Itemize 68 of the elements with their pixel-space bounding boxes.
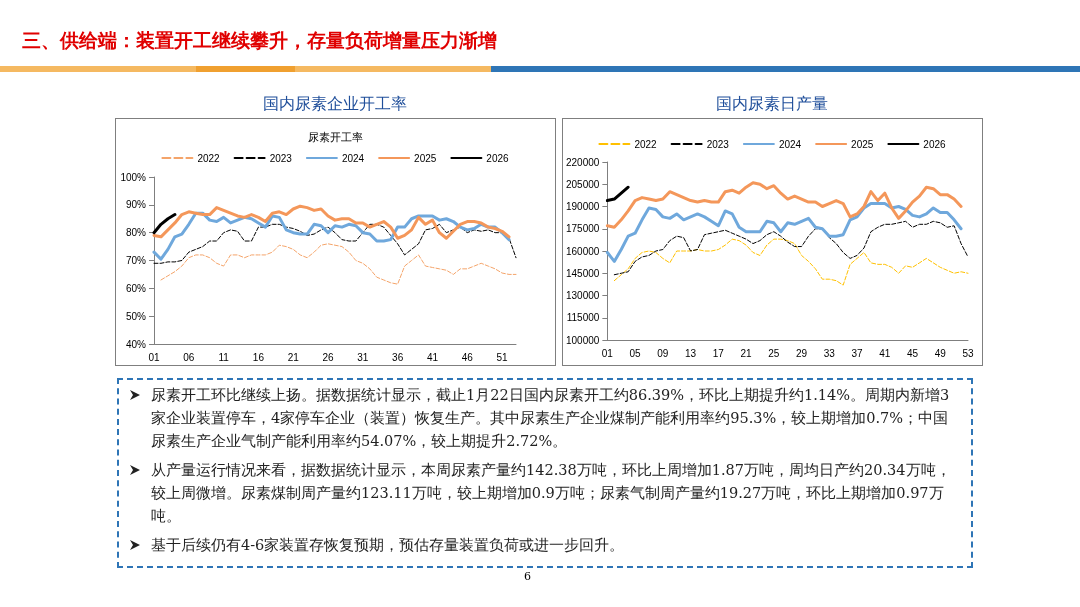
text: 从产量运行情况来看，据数据统计显示，本周尿素产量约142.38万吨，环比上周增加1.87万吨，周均日产约20.34万吨，较上周微增。尿素煤制周产量约123.11万吨，较上期增加0.9万吨；尿素气制周产量约19.27万吨，环比上期增加0.97万吨。 bbox=[150, 461, 952, 526]
y-tick-label: 130000 bbox=[565, 290, 600, 301]
x-tick-label: 09 bbox=[657, 347, 669, 359]
y-tick-label: 100000 bbox=[565, 334, 600, 346]
line-series bbox=[605, 185, 630, 203]
line-series bbox=[160, 243, 517, 285]
y-tick-label: 40% bbox=[125, 338, 147, 350]
x-tick-label: 25 bbox=[768, 347, 780, 359]
x-tick-label: 13 bbox=[685, 347, 697, 359]
x-tick-label: 49 bbox=[934, 347, 947, 359]
x-tick-label: 41 bbox=[426, 351, 439, 363]
y-tick-label: 100% bbox=[120, 171, 147, 183]
line-series bbox=[152, 213, 177, 235]
text: 三、供给端：装置开工继续攀升，存量负荷增量压力渐增 bbox=[22, 28, 497, 53]
x-tick-label: 16 bbox=[252, 351, 265, 363]
line-series bbox=[605, 181, 963, 229]
y-tick-label: 80% bbox=[125, 227, 147, 239]
legend-label: 2024 bbox=[341, 152, 365, 164]
x-tick-label: 17 bbox=[712, 347, 725, 359]
x-tick-label: 36 bbox=[392, 351, 404, 363]
text: 基于后续仍有4-6家装置存恢复预期，预估存量装置负荷或进一步回升。 bbox=[150, 536, 626, 555]
legend-label: 2026 bbox=[923, 138, 947, 150]
legend-label: 2024 bbox=[778, 138, 802, 150]
legend-label: 2025 bbox=[851, 138, 874, 150]
chart-title: 国内尿素日产量 bbox=[716, 93, 828, 113]
x-tick-label: 33 bbox=[823, 347, 836, 359]
y-tick-label: 205000 bbox=[565, 178, 600, 190]
x-tick-label: 45 bbox=[906, 347, 919, 359]
line-series bbox=[605, 202, 963, 263]
x-tick-label: 41 bbox=[879, 347, 891, 359]
line-series bbox=[152, 204, 511, 240]
x-tick-label: 01 bbox=[601, 347, 614, 359]
legend-label: 2022 bbox=[197, 152, 221, 164]
y-tick-label: 145000 bbox=[565, 267, 600, 279]
x-tick-label: 06 bbox=[183, 351, 195, 363]
y-tick-label: 70% bbox=[125, 255, 147, 266]
x-tick-label: 26 bbox=[322, 351, 335, 363]
legend-label: 2023 bbox=[706, 138, 730, 150]
x-tick-label: 53 bbox=[962, 347, 974, 359]
line-series bbox=[153, 223, 517, 264]
y-tick-label: 60% bbox=[125, 282, 147, 294]
x-tick-label: 46 bbox=[461, 351, 474, 363]
text: 尿素开工环比继续上扬。据数据统计显示，截止1月22日国内尿素开工约86.39%，环比上期提升约1.14%。周期内新增3家企业装置停车，4家停车企业（装置）恢复生产。其中尿素生产企业煤制产能利用率约95.3%，较上期增加0.7%；中国尿素生产企业气制产能利用率约54.07%，较上期提升2.72%。 bbox=[150, 386, 951, 451]
x-tick-label: 21 bbox=[740, 347, 753, 359]
y-tick-label: 160000 bbox=[565, 245, 600, 257]
chart-subtitle: 尿素开工率 bbox=[307, 130, 363, 143]
x-tick-label: 37 bbox=[851, 347, 864, 359]
x-tick-label: 21 bbox=[287, 351, 300, 363]
line-series bbox=[613, 238, 969, 286]
text: 6 bbox=[524, 570, 531, 583]
line-series bbox=[613, 220, 969, 276]
x-tick-label: 29 bbox=[795, 347, 808, 359]
legend-label: 2026 bbox=[486, 152, 510, 164]
y-tick-label: 50% bbox=[125, 310, 147, 322]
y-tick-label: 115000 bbox=[566, 312, 600, 324]
x-tick-label: 05 bbox=[629, 347, 642, 359]
y-tick-label: 175000 bbox=[565, 223, 600, 235]
legend-label: 2022 bbox=[634, 138, 658, 150]
x-tick-label: 11 bbox=[218, 351, 230, 363]
y-tick-label: 90% bbox=[125, 199, 147, 211]
legend-label: 2025 bbox=[414, 152, 437, 164]
x-tick-label: 31 bbox=[357, 351, 369, 363]
x-tick-label: 51 bbox=[496, 351, 509, 363]
x-tick-label: 01 bbox=[148, 351, 160, 363]
y-tick-label: 220000 bbox=[565, 156, 600, 168]
chart-title: 国内尿素企业开工率 bbox=[263, 93, 407, 113]
y-tick-label: 190000 bbox=[565, 201, 600, 212]
legend-label: 2023 bbox=[269, 152, 293, 164]
